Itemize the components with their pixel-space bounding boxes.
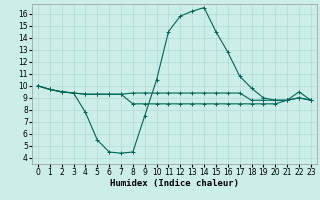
X-axis label: Humidex (Indice chaleur): Humidex (Indice chaleur) <box>110 179 239 188</box>
